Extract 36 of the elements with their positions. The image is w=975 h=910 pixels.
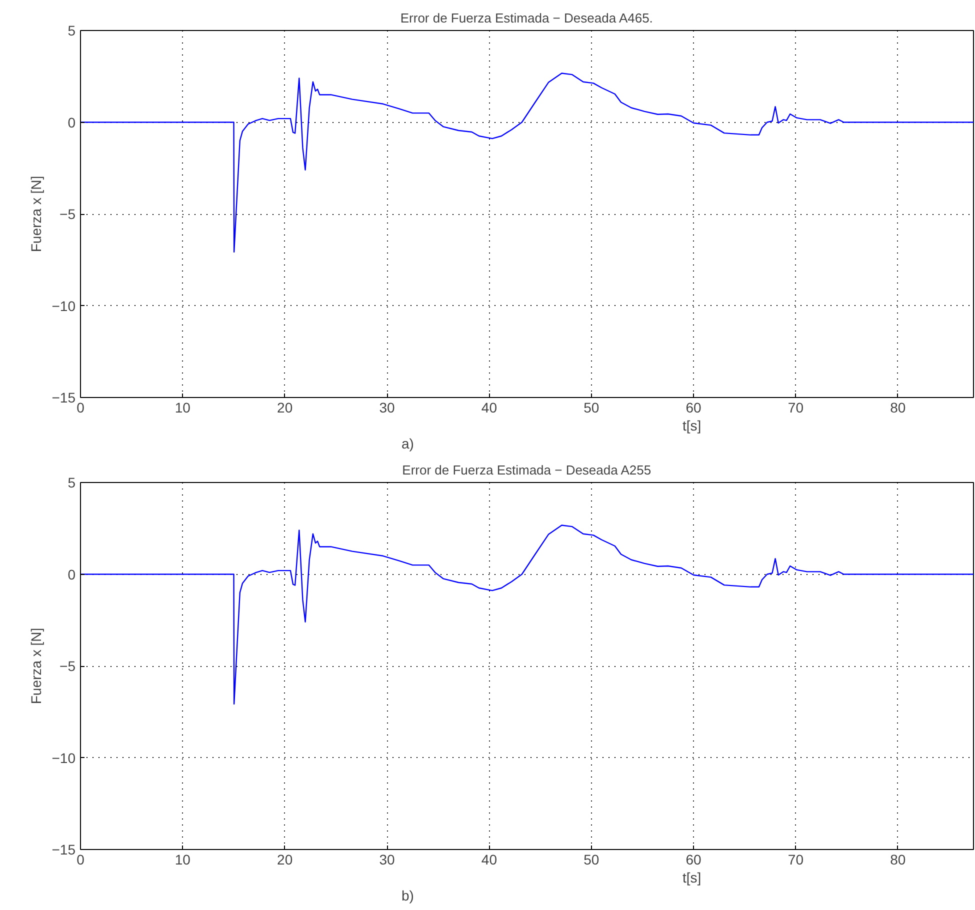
x-tick-label: 40 [481, 400, 498, 416]
x-tick-label: 70 [788, 400, 804, 416]
x-tick-label: 30 [379, 852, 396, 868]
line-series [80, 524, 974, 705]
chart-title: Error de Fuerza Estimada − Deseada A465. [400, 10, 653, 26]
x-axis-title: t[s] [682, 870, 702, 886]
x-tick-label: 20 [277, 400, 293, 416]
y-tick-label: −15 [52, 842, 76, 858]
x-tick-label: 60 [686, 852, 702, 868]
y-axis-title: Fuerza x [N] [28, 628, 44, 704]
x-tick-label: 80 [890, 400, 906, 416]
x-tick-label: 70 [788, 852, 804, 868]
y-tick-label: −15 [52, 390, 76, 406]
y-tick-label: 0 [68, 566, 76, 582]
x-tick-label: 30 [379, 400, 396, 416]
y-tick-label: −10 [52, 298, 76, 314]
x-tick-label: 10 [174, 400, 191, 416]
x-tick-label: 20 [277, 852, 293, 868]
y-tick-label: 0 [68, 114, 76, 130]
x-tick-label: 50 [584, 400, 600, 416]
text: a) [402, 436, 414, 452]
x-axis-title: t[s] [682, 418, 702, 434]
chart-title: Error de Fuerza Estimada − Deseada A255 [402, 462, 652, 478]
line-series [80, 72, 974, 253]
y-axis-title: Fuerza x [N] [28, 176, 44, 252]
y-tick-label: −10 [52, 750, 76, 766]
x-tick-label: 50 [584, 852, 600, 868]
y-tick-label: −5 [60, 658, 76, 674]
x-tick-label: 80 [890, 852, 906, 868]
x-tick-label: 60 [686, 400, 702, 416]
text: b) [402, 888, 414, 904]
x-tick-label: 40 [481, 852, 498, 868]
y-tick-label: −5 [60, 206, 76, 222]
x-tick-label: 10 [174, 852, 191, 868]
y-tick-label: 5 [68, 474, 76, 490]
y-tick-label: 5 [68, 22, 76, 38]
